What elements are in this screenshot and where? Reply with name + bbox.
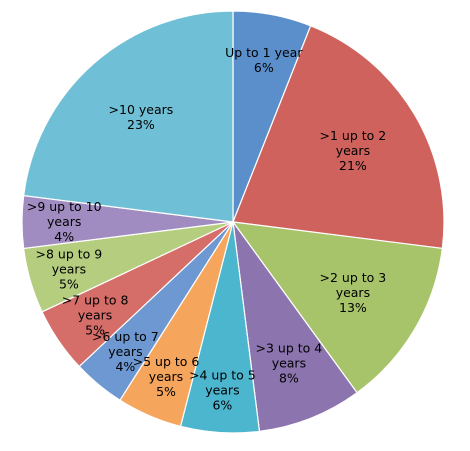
slice-category-label: years	[205, 383, 239, 398]
slice-category-label: >6 up to 7	[92, 329, 159, 344]
pie-labels: Up to 1 year 6%>1 up to 2 years 21%>2 up to…	[27, 45, 386, 413]
slice-category-label: years	[272, 355, 306, 370]
slice-percent-label: 5%	[156, 384, 176, 399]
slice-label: >6 up to 7 years 4%	[92, 329, 159, 374]
pie-slice	[231, 221, 444, 394]
slice-percent-label: 6%	[254, 60, 274, 75]
slice-category-label: years	[336, 285, 370, 300]
slice-label: >9 up to 10 years 4%	[27, 199, 102, 244]
slice-category-label: >1 up to 2	[320, 128, 387, 143]
slice-percent-label: 21%	[339, 158, 367, 173]
slice-category-label: years	[47, 214, 81, 229]
slice-label: >3 up to 4 years 8%	[256, 340, 323, 385]
slice-category-label: years	[336, 143, 370, 158]
slice-label: >2 up to 3 years 13%	[320, 270, 387, 315]
slice-percent-label: 4%	[115, 359, 135, 374]
pie-slices	[21, 10, 445, 434]
slice-category-label: >9 up to 10	[27, 199, 102, 214]
slice-category-label: >8 up to 9	[36, 247, 103, 262]
slice-category-label: years	[149, 369, 183, 384]
slice-category-label: >7 up to 8	[62, 293, 129, 308]
slice-percent-label: 6%	[212, 398, 232, 413]
slice-category-label: >3 up to 4	[256, 340, 323, 355]
slice-category-label: >10 years	[109, 102, 174, 117]
slice-category-label: Up to 1 year	[225, 45, 303, 60]
slice-percent-label: 4%	[54, 229, 74, 244]
slice-percent-label: 23%	[127, 117, 155, 132]
pie-slice	[232, 221, 358, 433]
slice-label: >1 up to 2 years 21%	[320, 128, 387, 173]
slice-label: >10 years 23%	[109, 102, 174, 132]
slice-percent-label: 13%	[339, 300, 367, 315]
slice-label: >5 up to 6 years 5%	[133, 354, 200, 399]
slice-percent-label: 8%	[279, 370, 299, 385]
slice-percent-label: 5%	[59, 277, 79, 292]
slice-label: >7 up to 8 years 5%	[62, 293, 129, 338]
slice-label: >4 up to 5 years 6%	[189, 368, 256, 413]
slice-label: Up to 1 year 6%	[225, 45, 303, 75]
pie-slice	[22, 10, 234, 223]
slice-category-label: >2 up to 3	[320, 270, 387, 285]
slice-category-label: >4 up to 5	[189, 368, 256, 383]
pie-slice	[232, 25, 445, 250]
slice-category-label: years	[78, 308, 112, 323]
slice-label: >8 up to 9 years 5%	[36, 247, 103, 292]
slice-category-label: >5 up to 6	[133, 354, 200, 369]
slice-percent-label: 5%	[85, 323, 105, 338]
slice-category-label: years	[108, 344, 142, 359]
slice-category-label: years	[52, 262, 86, 277]
